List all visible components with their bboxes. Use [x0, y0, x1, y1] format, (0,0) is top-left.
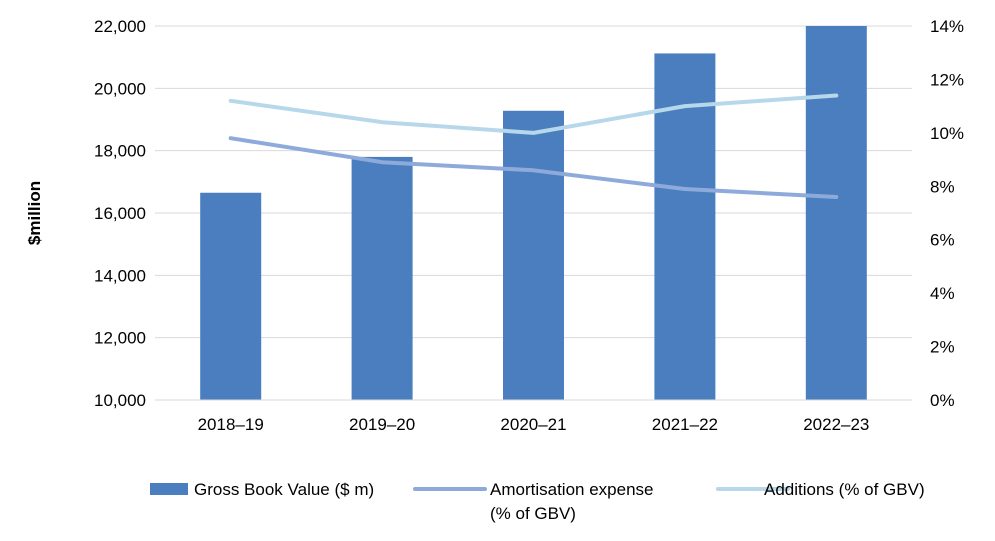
y2-tick-label: 0%	[930, 391, 955, 410]
y2-tick-label: 14%	[930, 17, 964, 36]
x-tick-label: 2021–22	[652, 415, 718, 434]
legend-label: Gross Book Value ($ m)	[194, 480, 374, 499]
y2-tick-label: 8%	[930, 177, 955, 196]
y-tick-label: 16,000	[94, 204, 146, 223]
y-tick-label: 22,000	[94, 17, 146, 36]
axes: 10,000 12,000 14,000 16,000 18,000 20,000 22,0…	[94, 17, 964, 434]
bar	[351, 156, 413, 400]
x-tick-label: 2018–19	[198, 415, 264, 434]
x-tick-label: 2022–23	[803, 415, 869, 434]
series-line-1	[228, 136, 839, 199]
legend: Gross Book Value ($ m) Amortisation expen…	[150, 480, 925, 523]
y-tick-label: 20,000	[94, 79, 146, 98]
y2-tick-label: 12%	[930, 70, 964, 89]
y2-tick-label: 6%	[930, 231, 955, 250]
y-axis-title: $million	[25, 181, 44, 245]
y-tick-label: 10,000	[94, 391, 146, 410]
bar	[200, 192, 262, 400]
legend-label: Additions (% of GBV)	[764, 480, 925, 499]
y2-tick-label: 2%	[930, 338, 955, 357]
y-tick-label: 14,000	[94, 266, 146, 285]
y-tick-label: 12,000	[94, 329, 146, 348]
x-tick-label: 2019–20	[349, 415, 415, 434]
bar-series	[200, 26, 867, 401]
legend-label: Amortisation expense	[490, 480, 653, 499]
legend-swatch-bar	[150, 483, 188, 495]
y2-tick-label: 10%	[930, 124, 964, 143]
x-tick-label: 2020–21	[500, 415, 566, 434]
y-tick-label: 18,000	[94, 142, 146, 161]
bar	[805, 26, 867, 400]
series-line-2	[228, 93, 839, 135]
legend-label: (% of GBV)	[490, 504, 576, 523]
line-series	[228, 93, 839, 199]
y2-tick-label: 4%	[930, 284, 955, 303]
bar	[503, 110, 564, 401]
